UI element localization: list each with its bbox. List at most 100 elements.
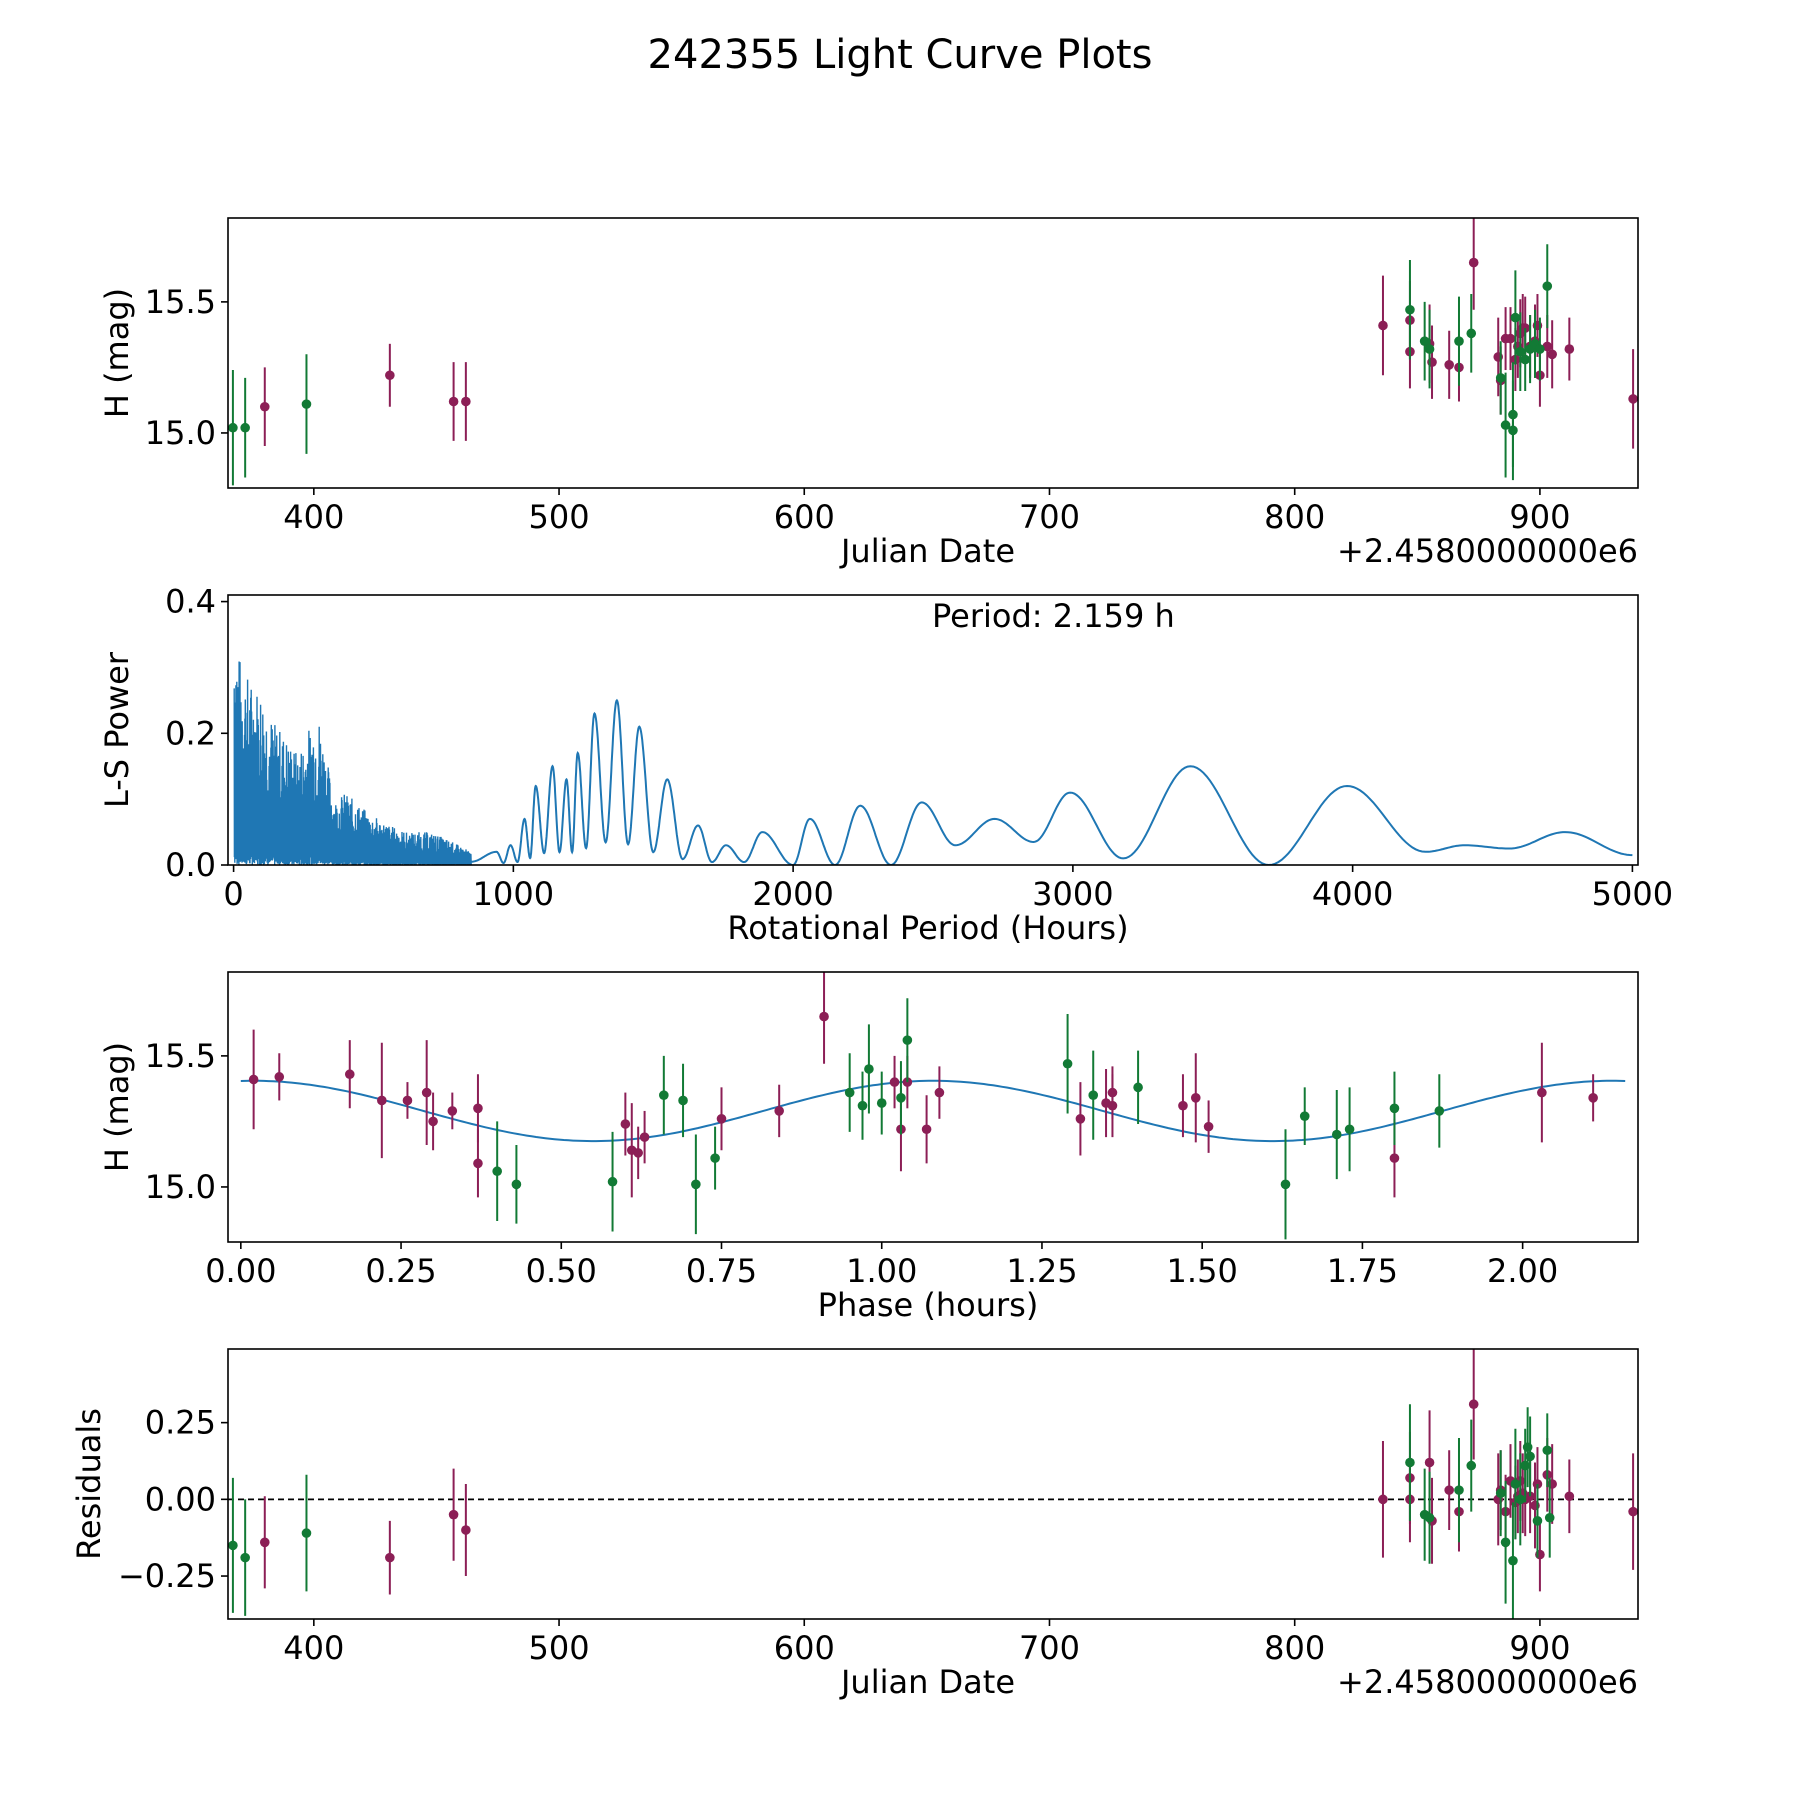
y-tick-label: 0.4 xyxy=(165,583,216,621)
green-data-point xyxy=(1532,1516,1543,1526)
red-data-point xyxy=(1107,1087,1118,1098)
green-data-point xyxy=(659,1090,669,1101)
axes-layer: 400 500 600 700 800 900 15.0 15.5 Julian Date H (… xyxy=(70,217,1673,1701)
y-axis-label: H (mag) xyxy=(98,1042,136,1172)
green-data-point xyxy=(864,1064,874,1074)
x-axis-label: Julian Date xyxy=(839,1663,1015,1701)
y-tick-label: 0.25 xyxy=(145,1404,216,1442)
red-data-point xyxy=(633,1148,643,1158)
green-data-point xyxy=(1542,1445,1553,1456)
x-tick-label: 900 xyxy=(1509,1629,1570,1667)
red-data-point xyxy=(774,1106,784,1116)
green-data-point xyxy=(902,1035,913,1045)
x-tick-label: 1.75 xyxy=(1327,1252,1398,1290)
red-data-point xyxy=(1203,1121,1214,1132)
x-tick-label: 1.25 xyxy=(1006,1252,1077,1290)
x-tick-label: 1.00 xyxy=(846,1252,917,1290)
red-data-point xyxy=(1564,344,1575,354)
x-tick-label: 400 xyxy=(283,1629,344,1667)
green-data-point xyxy=(1466,328,1477,339)
green-data-point xyxy=(1434,1106,1445,1116)
x-tick-label: 4000 xyxy=(1312,875,1393,913)
x-tick-label: 3000 xyxy=(1032,875,1113,913)
green-data-point xyxy=(511,1179,522,1190)
red-data-point xyxy=(1178,1100,1188,1111)
green-data-point xyxy=(1299,1111,1310,1121)
green-data-point xyxy=(857,1100,868,1111)
red-data-point xyxy=(385,370,395,381)
periodogram-smooth-line xyxy=(471,698,1633,865)
green-data-point xyxy=(1508,425,1518,436)
green-data-point xyxy=(691,1179,701,1190)
green-data-point xyxy=(876,1098,887,1108)
green-data-point xyxy=(1454,336,1464,347)
panel-time_series: 400 500 600 700 800 900 15.0 15.5 Julian Date H (… xyxy=(98,217,1639,570)
red-data-point xyxy=(428,1116,438,1127)
x-tick-label: 500 xyxy=(529,498,590,536)
x-offset-label: +2.4580000000e6 xyxy=(1337,1663,1638,1701)
green-data-point xyxy=(1520,354,1530,365)
green-data-point xyxy=(1424,344,1435,354)
green-data-point xyxy=(678,1095,688,1106)
green-data-point xyxy=(1331,1129,1342,1140)
plot-area xyxy=(228,1349,1638,1619)
red-data-point xyxy=(385,1552,395,1563)
red-data-point xyxy=(1542,341,1553,352)
red-data-point xyxy=(1468,257,1479,268)
green-data-point xyxy=(1510,1479,1521,1489)
red-data-point xyxy=(1505,333,1516,344)
green-data-point xyxy=(1424,1512,1435,1523)
y-tick-label: 15.5 xyxy=(145,283,216,321)
green-data-point xyxy=(1515,346,1526,357)
x-tick-label: 600 xyxy=(774,1629,835,1667)
periodogram-dense-line xyxy=(233,661,472,865)
green-data-point xyxy=(1495,1488,1506,1499)
x-tick-label: 0.00 xyxy=(205,1252,276,1290)
axes-frame xyxy=(227,971,1639,1243)
red-data-point xyxy=(461,396,471,407)
green-data-point xyxy=(1535,344,1545,354)
red-data-point xyxy=(1424,1457,1435,1468)
x-tick-label: 2.00 xyxy=(1487,1252,1558,1290)
x-tick-label: 500 xyxy=(529,1629,590,1667)
green-data-point xyxy=(1510,312,1521,323)
red-data-point xyxy=(1588,1093,1598,1103)
axes-frame xyxy=(227,1348,1639,1620)
green-data-point xyxy=(301,1528,312,1538)
red-data-point xyxy=(259,401,270,412)
green-data-point xyxy=(1525,1451,1535,1462)
green-data-point xyxy=(1405,304,1415,315)
green-data-point xyxy=(1280,1179,1291,1190)
green-data-point xyxy=(1405,1457,1415,1468)
green-data-point xyxy=(240,1552,250,1563)
red-data-point xyxy=(1444,1485,1454,1495)
y-axis-label: H (mag) xyxy=(98,288,136,418)
red-data-point xyxy=(248,1074,259,1085)
plot-area xyxy=(240,972,1626,1240)
green-data-point xyxy=(1500,1537,1511,1548)
red-data-point xyxy=(620,1119,631,1129)
red-data-point xyxy=(1190,1093,1201,1103)
red-data-point xyxy=(1537,1087,1547,1098)
x-tick-label: 800 xyxy=(1264,1629,1325,1667)
red-data-point xyxy=(1378,320,1388,331)
x-tick-label: 600 xyxy=(774,498,835,536)
red-data-point xyxy=(934,1087,945,1098)
red-data-point xyxy=(889,1077,900,1087)
x-tick-label: 0.25 xyxy=(365,1252,436,1290)
green-data-point xyxy=(1500,420,1511,430)
x-tick-label: 0 xyxy=(223,875,243,913)
x-tick-label: 900 xyxy=(1509,498,1570,536)
green-data-point xyxy=(607,1176,618,1187)
red-data-point xyxy=(1628,394,1638,404)
red-data-point xyxy=(1628,1506,1638,1517)
red-data-point xyxy=(447,1106,458,1116)
green-data-point xyxy=(1389,1103,1400,1114)
y-tick-label: 0.2 xyxy=(165,714,216,752)
red-data-point xyxy=(639,1132,650,1142)
red-data-point xyxy=(402,1095,413,1106)
red-data-point xyxy=(448,396,459,407)
green-data-point xyxy=(1088,1090,1099,1101)
plot-area xyxy=(233,661,1633,865)
y-tick-label: 0.0 xyxy=(165,846,216,884)
